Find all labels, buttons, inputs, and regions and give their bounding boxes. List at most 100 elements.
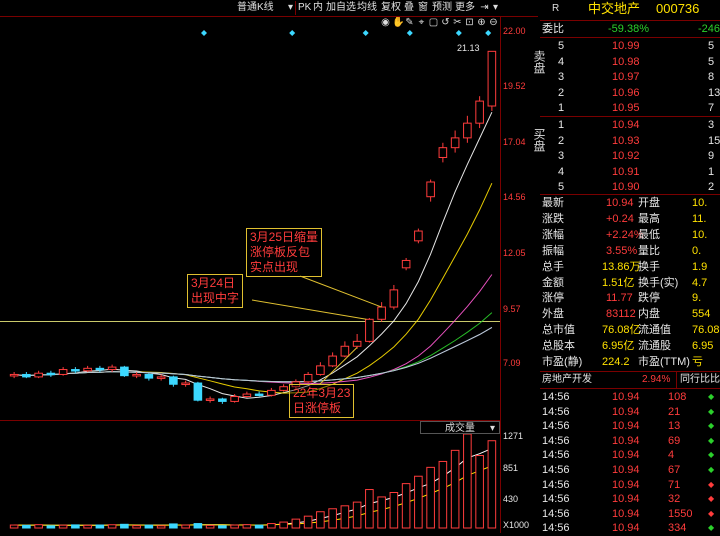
volume-bar (426, 466, 435, 529)
window-button[interactable]: 窗 (418, 2, 428, 13)
kline-chart-area[interactable]: 普通K线 ▾ PK 内 加自选 均线 复权 叠 窗 预测 更多 ⇥ ▾ ◉ ✋ … (0, 0, 538, 533)
peer-compare-link[interactable]: 同行比比 (676, 372, 720, 388)
tick-price: 10.94 (612, 391, 640, 403)
kline-svg (0, 16, 538, 533)
eye-icon[interactable]: ◉ (381, 17, 390, 28)
order-volume: 9 (708, 150, 715, 163)
buy-order-row[interactable]: 5 10.90 2 (540, 179, 720, 195)
tick-row[interactable]: 14:56 10.94 71 ◆ (540, 477, 720, 493)
stat-value: 亏 (692, 356, 703, 368)
chevron-down-icon[interactable]: ▾ (492, 2, 499, 13)
stat-label: 换手 (638, 260, 660, 273)
stat-value: 3.55% (606, 244, 638, 257)
order-volume: 8 (708, 71, 715, 84)
order-price: 10.93 (612, 134, 640, 147)
quote-panel: R 中交地产 000736 委比 -59.38% -246 卖盘 5 10.99 5… (532, 0, 720, 536)
sell-order-row[interactable]: 5 10.99 5 (540, 38, 720, 54)
order-price: 10.96 (612, 86, 640, 99)
hand-icon[interactable]: ✋ (392, 17, 405, 28)
order-price: 10.92 (612, 150, 640, 163)
forecast-button[interactable]: 预测 (432, 2, 452, 13)
arrow-up-icon: ◆ (708, 508, 715, 518)
stock-name[interactable]: 中交地产 (588, 1, 641, 16)
tick-time: 14:56 (542, 405, 570, 418)
candle-body (426, 181, 435, 198)
pin-icon[interactable]: ⇥ (480, 2, 489, 13)
stat-row: 涨跌 +0.24 最高 11. (540, 211, 720, 227)
event-markers (201, 30, 492, 36)
cursor-icon[interactable]: ⌖ (418, 17, 425, 28)
tick-volume: 4 (668, 449, 675, 462)
stat-label: 外盘 (542, 308, 564, 321)
candle-body (316, 365, 325, 375)
pk-button[interactable]: PK (298, 2, 312, 13)
ma-button[interactable]: 均线 (357, 2, 377, 13)
chart-type-select[interactable]: 普通K线 (237, 2, 274, 13)
stat-row: 振幅 3.55% 量比 0. (540, 243, 720, 259)
sell-side-label: 卖盘 (532, 50, 546, 74)
tick-row[interactable]: 14:56 10.94 4 ◆ (540, 447, 720, 463)
tick-row[interactable]: 14:56 10.94 67 ◆ (540, 462, 720, 478)
ma-line (14, 274, 493, 384)
sell-order-row[interactable]: 1 10.95 7 (540, 100, 720, 116)
volume-indicator-select[interactable]: 成交量 ▾ (420, 421, 500, 434)
refresh-icon[interactable]: ↺ (441, 17, 450, 28)
tick-row[interactable]: 14:56 10.94 1550 ◆ (540, 506, 720, 522)
stat-label: 市盈(TTM) (638, 356, 690, 368)
zoom-out-icon[interactable]: ⊖ (489, 17, 498, 28)
zoom-in-icon[interactable]: ⊕ (477, 17, 486, 28)
tick-time: 14:56 (542, 522, 570, 535)
tick-price: 10.94 (612, 405, 640, 418)
adjust-button[interactable]: 复权 (381, 2, 401, 13)
sell-order-row[interactable]: 3 10.97 8 (540, 69, 720, 85)
order-price: 10.91 (612, 165, 640, 178)
volume-axis-label: 1271 (503, 431, 524, 441)
overlay-button[interactable]: 叠 (404, 2, 414, 13)
volume-bar (242, 524, 252, 529)
add-watchlist-button[interactable]: 加自选 (326, 2, 356, 13)
price-axis-label: 17.04 (503, 137, 526, 147)
sector-row[interactable]: 房地产开发 2.94% 同行比比 (540, 372, 720, 388)
stat-value: 83112 (606, 308, 636, 321)
dropdown-arrow-icon[interactable]: ▾ (287, 2, 294, 13)
stat-value: 11.77 (606, 292, 633, 305)
tick-row[interactable]: 14:56 10.94 21 ◆ (540, 404, 720, 420)
tick-row[interactable]: 14:56 10.94 334 ◆ (540, 520, 720, 536)
tick-time: 14:56 (542, 478, 570, 491)
event-marker-icon (485, 30, 492, 36)
candles-group (9, 50, 497, 404)
candle-body (487, 50, 497, 107)
buy-order-row[interactable]: 1 10.94 3 (540, 117, 720, 133)
stat-value: +0.24 (606, 212, 634, 225)
buy-order-row[interactable]: 4 10.91 1 (540, 164, 720, 180)
sector-name[interactable]: 房地产开发 (542, 374, 592, 385)
tick-row[interactable]: 14:56 10.94 13 ◆ (540, 418, 720, 434)
tick-row[interactable]: 14:56 10.94 32 ◆ (540, 491, 720, 507)
candle-body (95, 367, 105, 371)
more-button[interactable]: 更多 (455, 2, 475, 13)
candle-body (340, 345, 350, 357)
box-icon[interactable]: ▢ (428, 17, 439, 28)
stock-code[interactable]: 000736 (656, 1, 700, 16)
volume-bars-group (9, 433, 497, 529)
stat-label: 总手 (542, 260, 564, 273)
stat-row: 外盘 83112 内盘 554 (540, 306, 720, 322)
tick-price: 10.94 (612, 449, 640, 462)
tick-row[interactable]: 14:56 10.94 69 ◆ (540, 433, 720, 449)
buy-order-row[interactable]: 2 10.93 15 (540, 133, 720, 149)
sell-order-row[interactable]: 2 10.96 13 (540, 85, 720, 101)
volume-bar (218, 525, 227, 529)
lock-icon[interactable]: ⊡ (465, 17, 474, 28)
pen-icon[interactable]: ✎ (405, 17, 414, 28)
stat-value: 13.86万 (602, 260, 641, 273)
tick-time: 14:56 (542, 434, 570, 447)
weibi-label: 委比 (542, 23, 564, 35)
tick-row[interactable]: 14:56 10.94 108 ◆ (540, 389, 720, 405)
scissors-icon[interactable]: ✂ (453, 17, 462, 28)
sell-order-row[interactable]: 4 10.98 5 (540, 54, 720, 70)
candle-body (352, 340, 362, 347)
stat-label: 振幅 (542, 244, 564, 257)
intraday-button[interactable]: 内 (313, 2, 323, 13)
stat-label: 总股本 (542, 340, 575, 353)
buy-order-row[interactable]: 3 10.92 9 (540, 148, 720, 164)
